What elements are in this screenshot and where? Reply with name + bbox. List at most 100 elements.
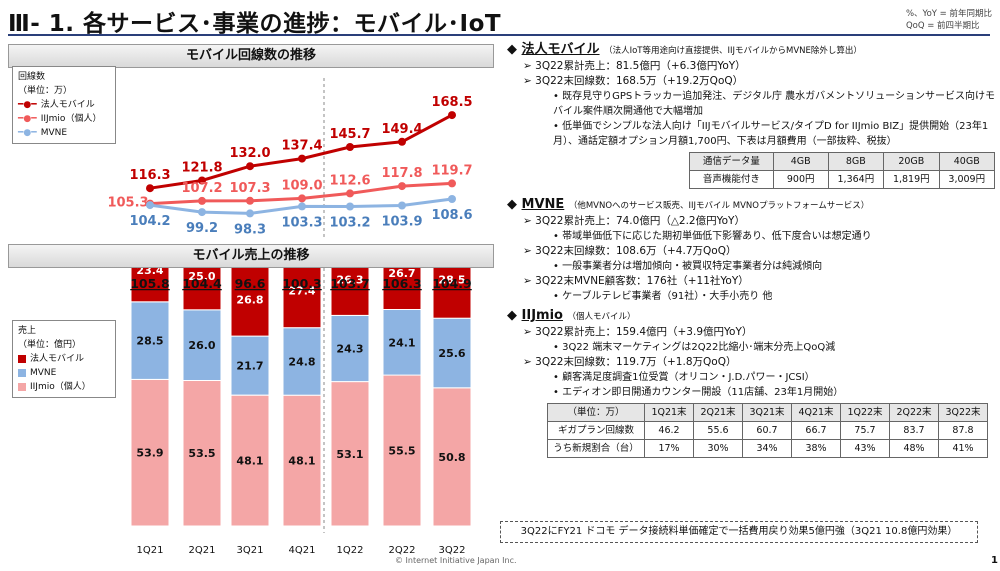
data-label: 116.3: [129, 168, 170, 183]
data-label: 103.3: [281, 215, 322, 230]
data-point: [398, 137, 406, 146]
data-point: [398, 201, 406, 210]
footnote-box: 3Q22にFY21 ドコモ データ接続料単価確定で一括費用戻り効果5億円強（3Q…: [500, 521, 978, 543]
sub-bullet: • 低単価でシンプルな法人向け「IIJモバイルサービス/タイプD for IIJ…: [553, 121, 989, 147]
line-legend-unit: （単位：万）: [18, 86, 73, 96]
data-label: 98.3: [234, 222, 266, 237]
line-chart: 116.3 121.8 132.0 137.4 145.7 149.4 168.5 105.3…: [107, 78, 473, 240]
swatch-icon: [18, 355, 26, 363]
sub-bullet: • 帯域単価低下に応じた期初単価低下影響あり、低下度合いは想定通り: [553, 231, 872, 242]
right-panel: ◆ 法人モバイル （法人IoT等用途向け直接提供、IIJモバイルからMVNE除外…: [507, 40, 996, 458]
abbreviation-legend: %、YoY = 前年同期比 QoQ = 前四半期比: [906, 8, 992, 32]
bar-total-label: 106.3: [382, 276, 422, 291]
bar-segment: [182, 380, 222, 527]
section-iijmio: ◆ IIJmio （個人モバイル）: [507, 308, 636, 323]
legend-item-corporate: 法人モバイル: [18, 352, 110, 366]
legend-item-mvne: ━●━ MVNE: [18, 128, 68, 138]
swatch-icon: [18, 383, 26, 391]
bar-value-label: 26.7: [388, 268, 415, 280]
copyright: © Internet Initiative Japan Inc.: [395, 556, 517, 565]
data-label: 149.4: [381, 122, 422, 137]
bar-value-label: 50.8: [438, 451, 465, 464]
data-label: 109.0: [281, 178, 322, 193]
sub-bullet: • 一般事業者分は増加傾向・被買収特定事業者分は純減傾向: [553, 261, 823, 272]
bar-segment: [230, 394, 270, 527]
x-tick-label: 4Q21: [289, 545, 316, 556]
bullet: ➢ 3Q22末回線数：119.7万（+1.8万QoQ）: [523, 356, 737, 368]
data-point: [346, 189, 354, 198]
bar-section-title: モバイル売上の推移: [8, 244, 494, 268]
bar-value-label: 27.4: [288, 284, 315, 297]
legend-item-corporate: ━●━ 法人モバイル: [18, 100, 95, 110]
swatch-icon: [18, 369, 26, 377]
data-point: [298, 154, 306, 163]
bar-value-label: 24.8: [288, 355, 315, 368]
data-point: [398, 182, 406, 191]
data-point: [448, 111, 456, 120]
giga-plan-table: （単位：万） 1Q21末 2Q21末 3Q21末 4Q21末 1Q22末 2Q2…: [547, 403, 988, 458]
data-point: [246, 209, 254, 218]
data-label: 107.3: [229, 181, 270, 196]
data-label: 107.2: [181, 181, 222, 196]
data-point: [346, 143, 354, 151]
bar-segment: [182, 309, 222, 381]
bar-value-label: 23.4: [136, 268, 163, 277]
bar-segment: [330, 315, 370, 383]
line-marker-icon: ━●━: [18, 114, 37, 124]
bar-total-label: 103.7: [330, 276, 370, 291]
data-point: [198, 196, 206, 205]
table-row: 音声機能付き 900円 1,364円 1,819円 3,009円: [689, 170, 996, 189]
title-divider: [8, 34, 990, 36]
line-marker-icon: ━●━: [18, 100, 37, 110]
bar-segment: [230, 268, 270, 337]
data-label: 108.6: [431, 208, 472, 223]
bar-segment: [130, 378, 170, 527]
section-corporate: ◆ 法人モバイル （法人IoT等用途向け直接提供、IIJモバイルからMVNE除外…: [507, 42, 862, 57]
table-row: ギガプラン回線数 46.2 55.6 60.7 66.7 75.7 83.7 8…: [547, 421, 988, 440]
bar-value-label: 26.8: [236, 294, 263, 307]
bar-value-label: 53.1: [336, 448, 363, 461]
data-point: [198, 176, 206, 185]
data-point: [198, 208, 206, 217]
line-legend-title: 回線数: [18, 72, 46, 82]
table-row: （単位：万） 1Q21末 2Q21末 3Q21末 4Q21末 1Q22末 2Q2…: [547, 403, 988, 422]
bullet: ➢ 3Q22末MVNE顧客数：176社（+11社YoY）: [523, 275, 749, 287]
page-number: 1: [991, 555, 998, 566]
x-tick-label: 2Q22: [389, 545, 416, 556]
bar-value-label: 55.5: [388, 445, 415, 458]
bar-value-label: 25.6: [438, 347, 465, 360]
bar-total-label: 104.9: [432, 276, 472, 291]
data-label: 99.2: [186, 221, 218, 236]
data-point: [298, 202, 306, 211]
data-point: [448, 195, 456, 203]
x-tick-label: 1Q21: [137, 545, 164, 556]
bar-segment: [282, 268, 322, 329]
bullet: ➢ 3Q22累計売上：81.5億円（+6.3億円YoY）: [523, 60, 746, 72]
data-point: [246, 162, 254, 171]
data-point: [146, 184, 154, 193]
bullet: ➢ 3Q22累計売上：159.4億円（+3.9億円YoY）: [523, 326, 753, 338]
table-row: 通信データ量 4GB 8GB 20GB 40GB: [689, 152, 996, 171]
bullet: ➢ 3Q22末回線数：108.6万（+4.7万QoQ）: [523, 245, 737, 257]
abbr-yoy: %、YoY = 前年同期比: [905, 9, 992, 19]
bar-segment: [432, 317, 472, 389]
data-label: 119.7: [431, 163, 472, 178]
x-tick-label: 1Q22: [337, 545, 364, 556]
data-label: 112.6: [329, 173, 370, 188]
bar-legend: 売上 （単位：億円） 法人モバイル MVNE IIJmio（個人）: [12, 320, 116, 398]
bar-value-label: 53.9: [136, 447, 163, 460]
bar-segment: [330, 381, 370, 527]
line-marker-icon: ━●━: [18, 128, 37, 138]
data-label: 117.8: [381, 166, 422, 181]
sub-bullet: • 3Q22 端末マーケティングは2Q22比縮小･端末分売上QoQ減: [553, 342, 836, 353]
data-point: [298, 194, 306, 203]
data-label: 103.9: [381, 215, 422, 230]
data-label: 105.3: [107, 196, 148, 211]
data-label: 132.0: [229, 146, 270, 161]
x-tick-label: 3Q22: [439, 545, 466, 556]
x-tick-label: 3Q21: [237, 545, 264, 556]
data-label: 103.2: [329, 216, 370, 231]
data-point: [146, 201, 154, 210]
bar-value-label: 26.3: [336, 274, 363, 287]
